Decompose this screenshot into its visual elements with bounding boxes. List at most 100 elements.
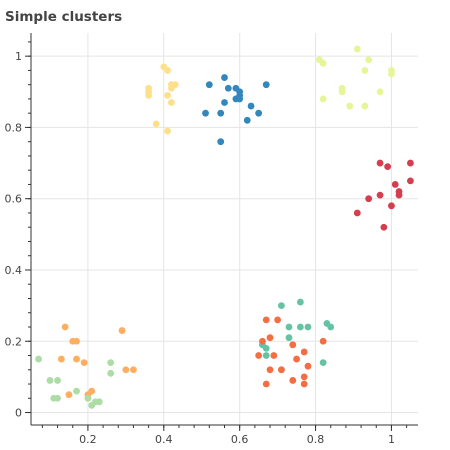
data-point	[285, 323, 293, 331]
data-point	[319, 59, 327, 67]
data-point	[353, 209, 361, 217]
data-point	[73, 387, 80, 395]
data-point	[130, 366, 137, 374]
data-point	[293, 355, 300, 363]
tick-labels: 0.2 0.4 0.6 0.8 1 0 0.2 0.4 0.6 0.8 1	[5, 50, 395, 446]
data-point	[164, 91, 171, 99]
data-point	[270, 352, 278, 359]
data-point	[61, 323, 69, 331]
data-point	[300, 380, 308, 388]
data-point	[236, 95, 244, 103]
data-point	[35, 355, 42, 363]
data-point	[236, 88, 244, 96]
data-point	[262, 380, 270, 388]
data-point	[54, 377, 61, 384]
x-tick-label: 0.2	[79, 433, 97, 446]
data-point	[221, 99, 228, 106]
chart-title: Simple clusters	[5, 9, 123, 25]
data-point	[73, 355, 80, 363]
data-point	[380, 223, 388, 231]
data-point	[262, 316, 270, 324]
data-point	[152, 120, 160, 128]
data-point	[346, 102, 354, 110]
data-point	[407, 159, 414, 167]
data-point	[259, 337, 266, 345]
data-point	[262, 81, 270, 89]
data-point	[300, 348, 308, 356]
data-point	[247, 102, 255, 110]
x-tick-label: 1	[388, 433, 395, 446]
data-point	[255, 109, 263, 117]
data-point	[384, 163, 392, 171]
data-point	[289, 341, 297, 349]
data-point	[376, 88, 384, 96]
data-point	[319, 359, 327, 367]
data-point	[57, 355, 65, 363]
data-point	[274, 316, 282, 324]
data-point	[65, 391, 73, 399]
data-point	[167, 99, 175, 106]
data-point	[395, 191, 403, 199]
data-point	[84, 394, 92, 402]
data-point	[388, 70, 395, 78]
data-point	[319, 95, 327, 103]
data-point	[365, 195, 373, 203]
data-point	[278, 366, 285, 374]
y-tick-label: 0	[15, 407, 22, 420]
data-point	[376, 159, 384, 167]
data-point	[289, 377, 297, 384]
data-point	[221, 74, 228, 81]
data-points	[35, 45, 414, 409]
data-point	[388, 202, 395, 210]
data-point	[391, 181, 399, 188]
data-point	[296, 298, 304, 306]
data-point	[338, 88, 346, 96]
data-point	[262, 352, 270, 359]
y-tick-label: 0.2	[5, 335, 23, 348]
data-point	[266, 334, 274, 342]
y-tick-label: 0.8	[5, 121, 23, 134]
data-point	[224, 84, 232, 92]
data-point	[167, 84, 175, 92]
data-point	[164, 127, 171, 135]
data-point	[118, 327, 126, 334]
grid-lines	[31, 33, 418, 425]
y-tick-label: 0.4	[5, 264, 23, 277]
data-point	[285, 334, 293, 342]
data-point	[304, 362, 312, 370]
data-point	[122, 366, 130, 374]
data-point	[54, 394, 61, 402]
data-point	[353, 45, 361, 53]
x-tick-label: 0.6	[231, 433, 249, 446]
data-point	[46, 377, 54, 384]
x-tick-label: 0.4	[155, 433, 173, 446]
data-point	[243, 116, 251, 124]
data-point	[202, 109, 209, 117]
data-point	[107, 369, 115, 377]
data-point	[80, 359, 88, 367]
data-point	[296, 323, 304, 331]
data-point	[262, 344, 270, 352]
data-point	[164, 67, 171, 74]
x-tick-label: 0.8	[307, 433, 325, 446]
data-point	[145, 91, 153, 99]
data-point	[73, 337, 80, 345]
data-point	[304, 323, 312, 331]
data-point	[365, 56, 373, 64]
data-point	[255, 352, 263, 359]
y-tick-label: 0.6	[5, 193, 23, 206]
data-point	[327, 323, 335, 331]
data-point	[278, 302, 285, 310]
axes	[25, 33, 418, 431]
data-point	[300, 373, 308, 381]
data-point	[107, 359, 115, 367]
data-point	[217, 138, 225, 146]
data-point	[376, 191, 384, 199]
data-point	[266, 366, 274, 374]
data-point	[88, 402, 96, 409]
data-point	[319, 337, 327, 345]
data-point	[361, 102, 369, 110]
data-point	[407, 177, 414, 185]
y-tick-label: 1	[15, 50, 22, 63]
